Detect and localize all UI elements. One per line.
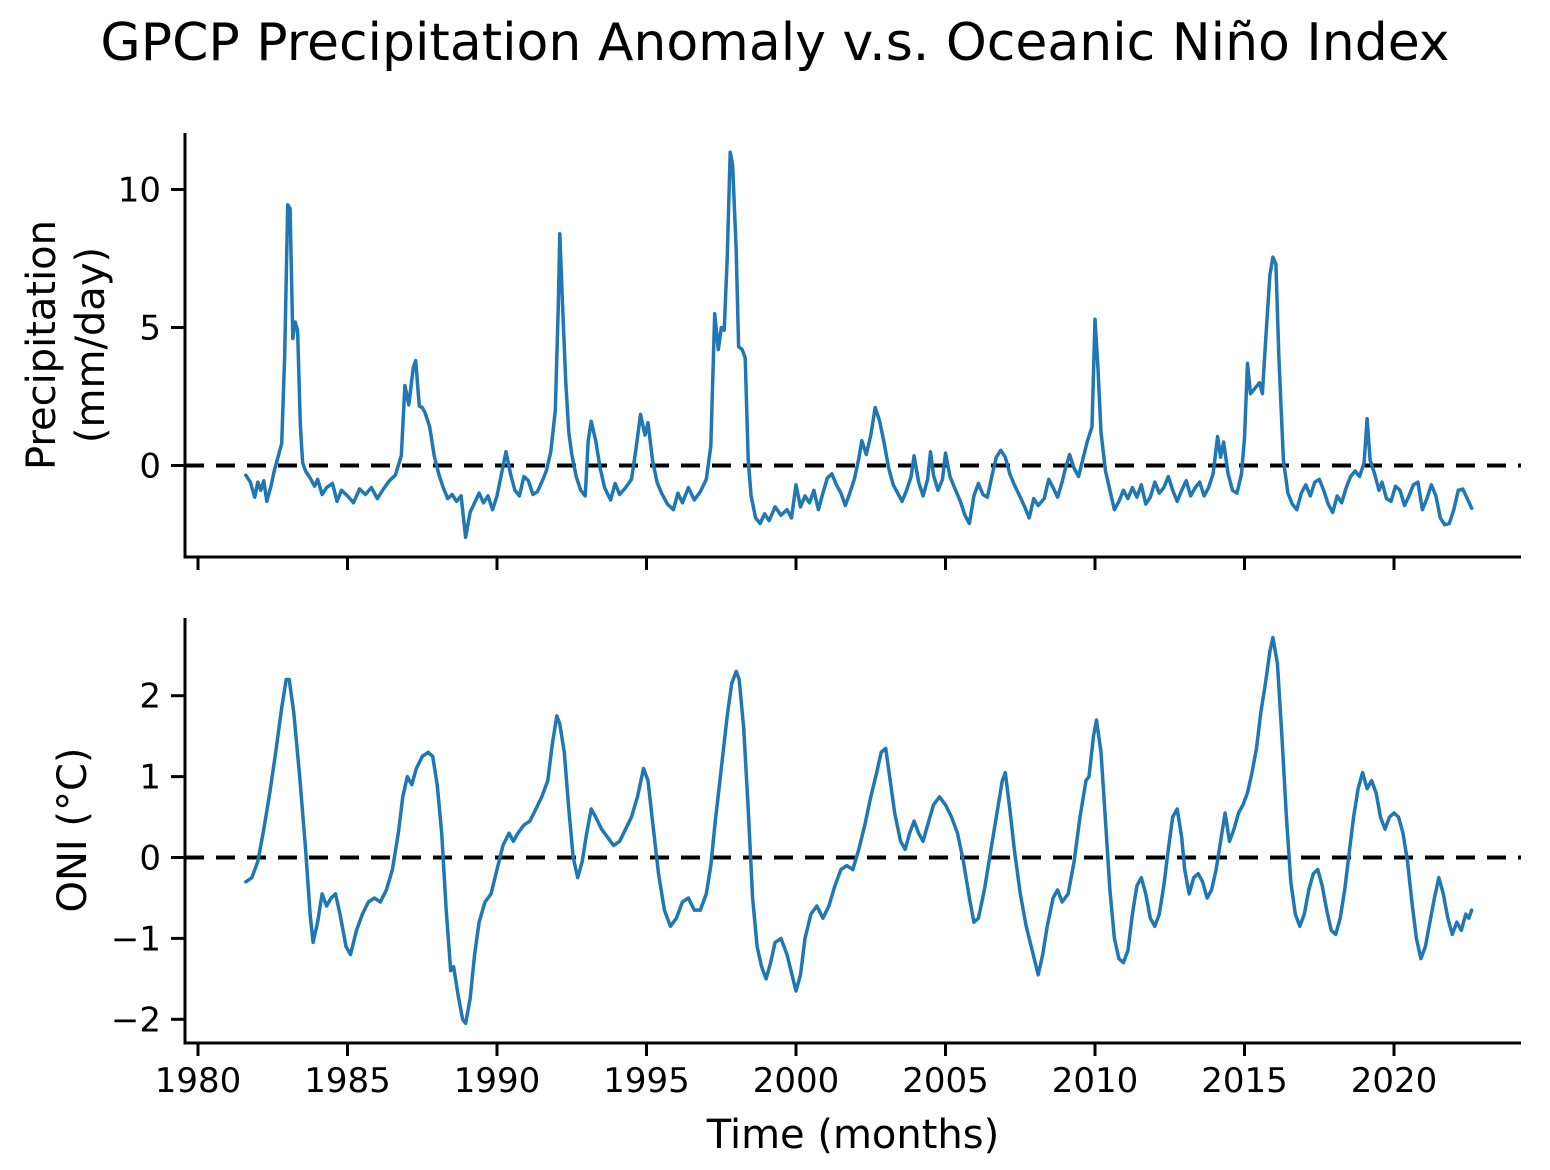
oni-xtick-label: 1990	[454, 1061, 541, 1101]
oni-ytick-label: 2	[139, 677, 161, 717]
oni-xtick-label: 2005	[902, 1061, 989, 1101]
oni-ytick-label: 1	[139, 758, 161, 798]
oni-xtick-label: 2000	[753, 1061, 840, 1101]
precip-y-axis-label-line1: Precipitation	[19, 220, 65, 470]
oni-series-line	[244, 635, 1474, 1026]
chart-title: GPCP Precipitation Anomaly v.s. Oceanic …	[100, 13, 1449, 73]
oni-xtick-label: 2020	[1351, 1061, 1438, 1101]
panel-top: 0 5 10	[118, 133, 1521, 570]
oni-ytick-label: −1	[111, 919, 161, 959]
panel-bottom: −2 −1 0 1 2 1980 1985 1990 1995 2000 2005 2010 2015 2…	[111, 618, 1521, 1101]
precip-ytick-label: 5	[139, 309, 161, 349]
oni-ytick-label: −2	[111, 1000, 161, 1040]
oni-xtick-label: 1980	[155, 1061, 242, 1101]
precip-ytick-label: 0	[139, 447, 161, 487]
oni-ytick-label: 0	[139, 839, 161, 879]
precip-series-line	[244, 150, 1474, 540]
oni-xtick-label: 2010	[1052, 1061, 1139, 1101]
oni-xtick-label: 1985	[304, 1061, 391, 1101]
oni-xtick-label: 1995	[603, 1061, 690, 1101]
oni-xtick-label: 2015	[1201, 1061, 1288, 1101]
precip-y-axis-label-line2: (mm/day)	[68, 247, 114, 443]
precip-ytick-label: 10	[118, 171, 161, 211]
x-axis-label: Time (months)	[706, 1112, 999, 1158]
oni-y-axis-label: ONI (°C)	[50, 747, 96, 912]
